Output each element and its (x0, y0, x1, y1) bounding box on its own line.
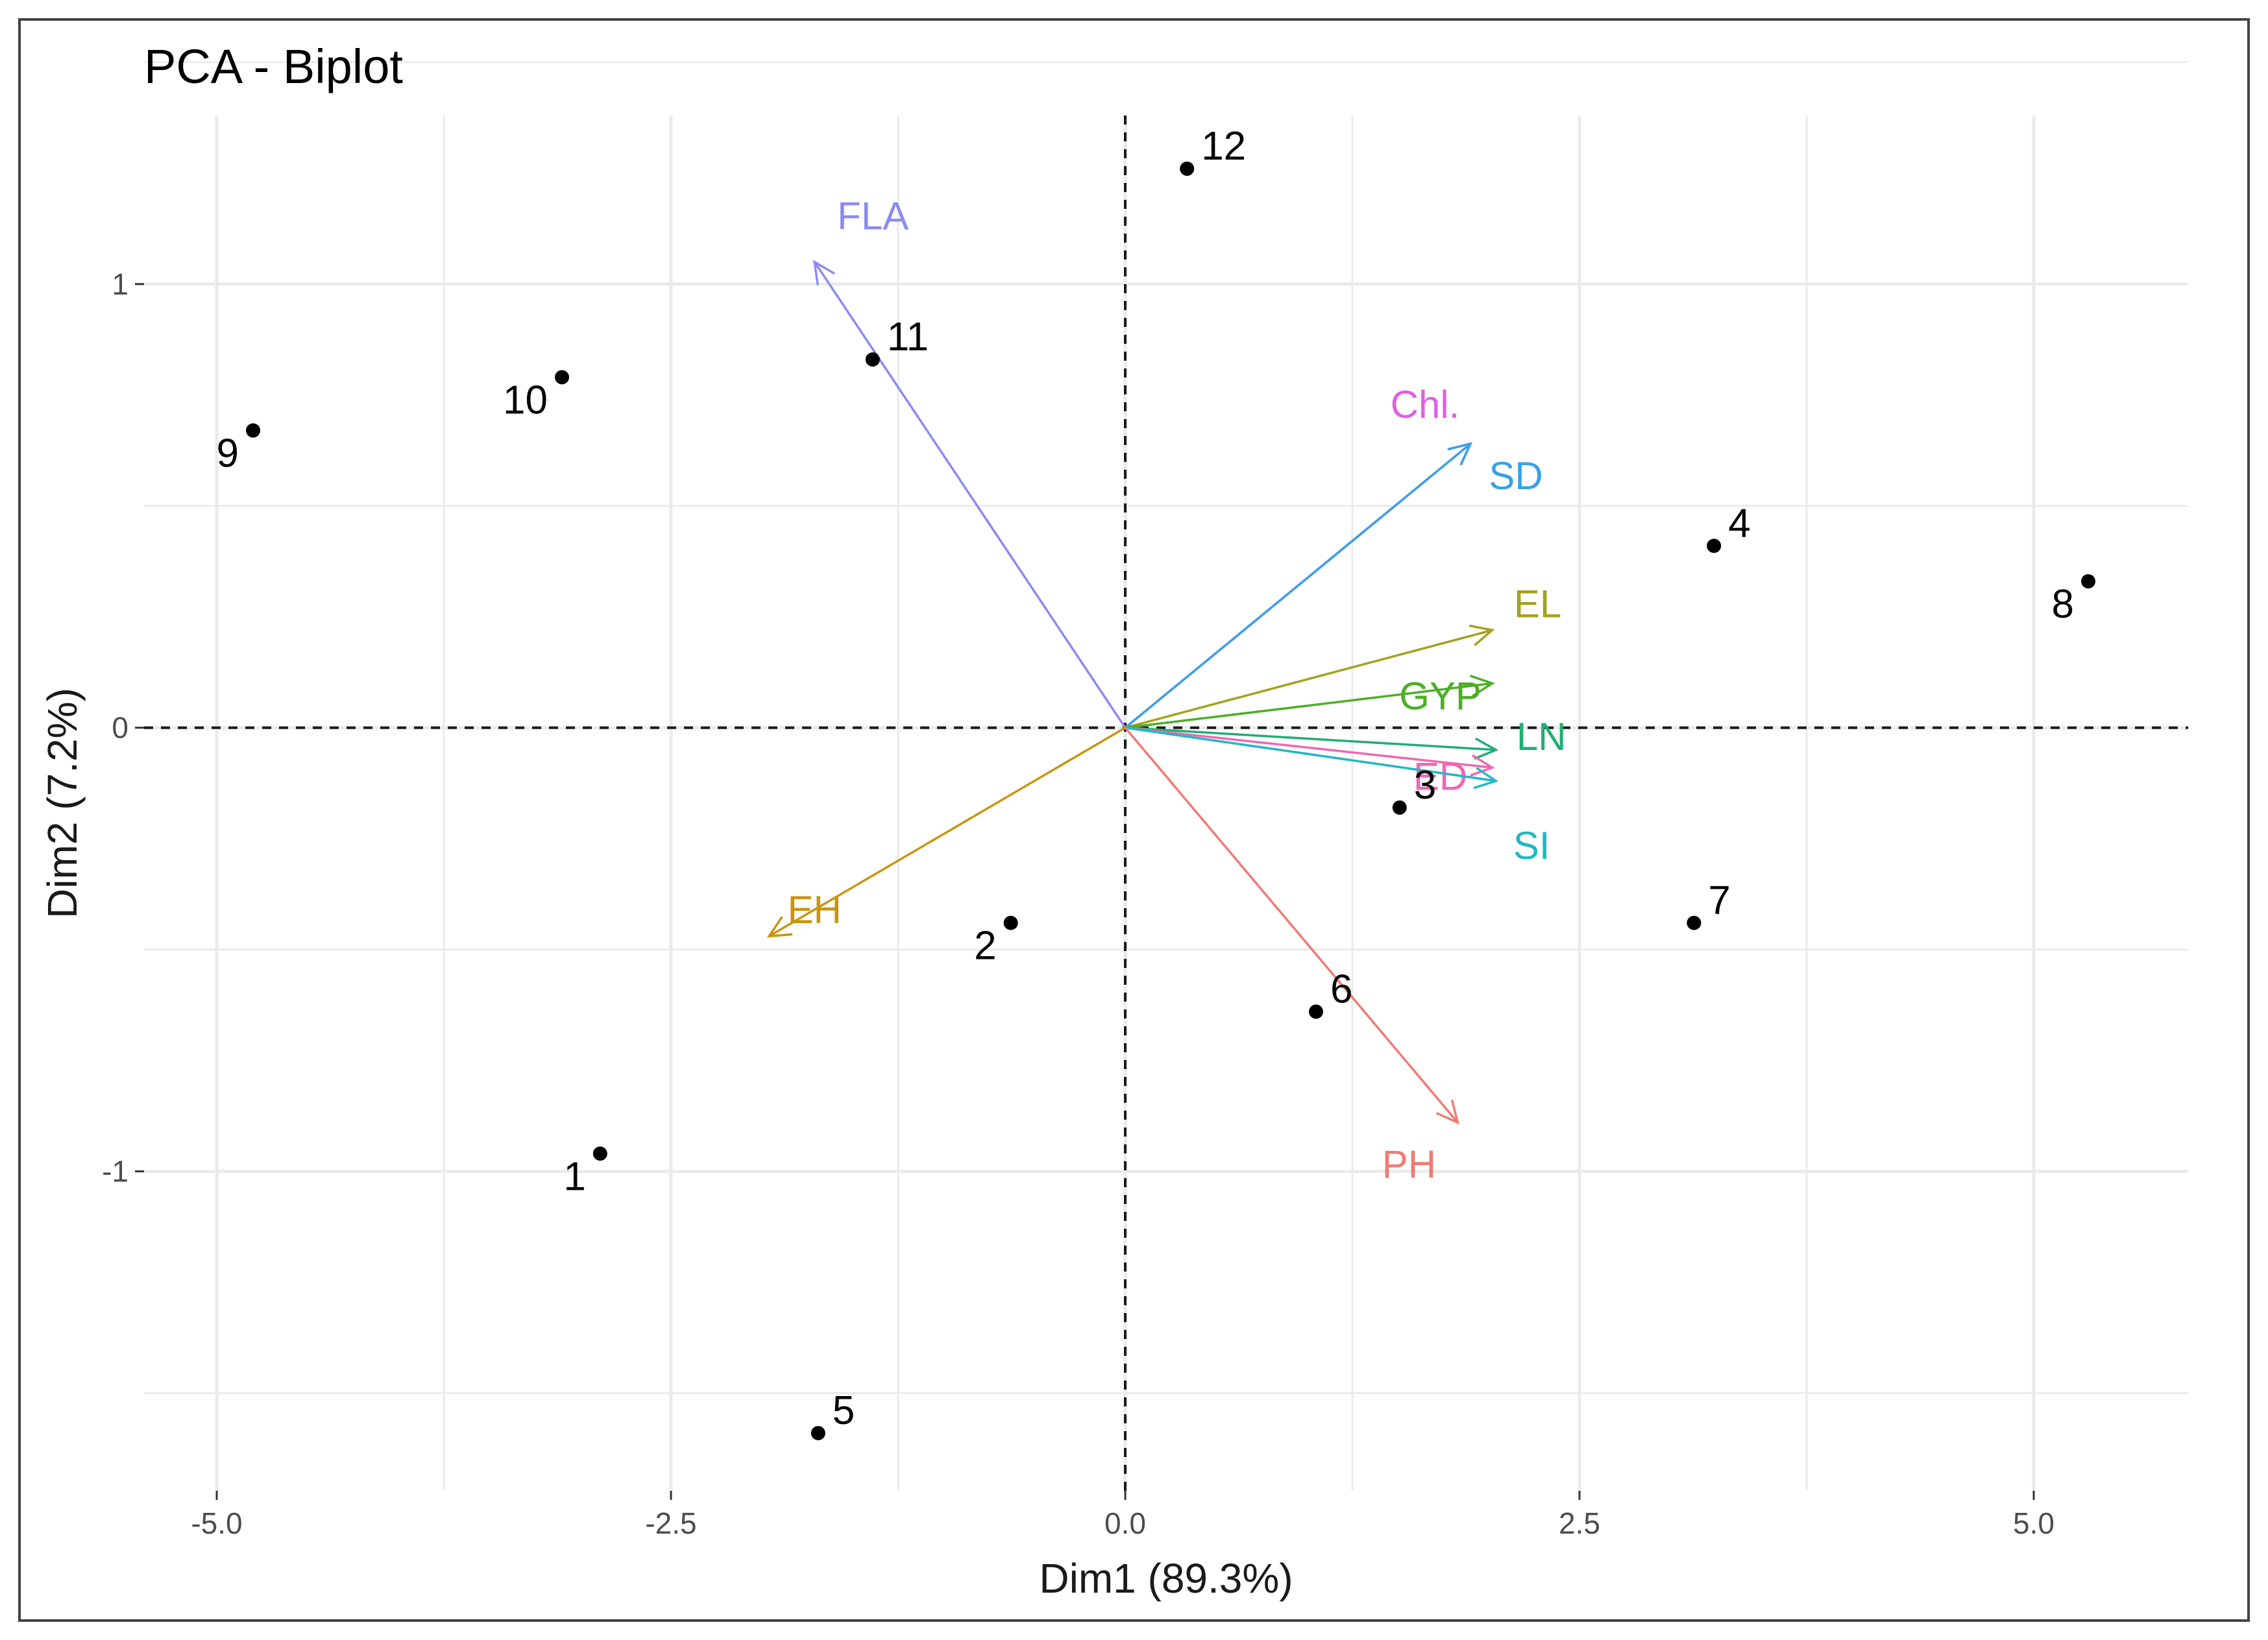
point-5 (811, 1426, 825, 1441)
arrow-si (1125, 727, 1496, 782)
arrowhead-eh (766, 916, 793, 938)
point-12 (1180, 162, 1195, 176)
arrow-ed (1125, 727, 1493, 769)
y-tick-label: -1 (102, 1155, 128, 1188)
x-tick-label: 5.0 (2013, 1506, 2055, 1540)
point-label-6: 6 (1330, 967, 1352, 1011)
y-tick-label: 1 (112, 267, 128, 301)
point-label-4: 4 (1728, 501, 1750, 546)
arrowhead-sd (1447, 442, 1473, 466)
point-label-8: 8 (2052, 582, 2074, 627)
point-10 (555, 370, 569, 385)
variable-label-el: EL (1514, 582, 1561, 625)
arrowhead-el (1469, 624, 1495, 647)
arrow-fla (813, 261, 1127, 729)
point-label-5: 5 (833, 1388, 855, 1433)
arrow-el (1125, 629, 1493, 729)
variable-label-fla: FLA (837, 195, 908, 238)
point-label-10: 10 (503, 378, 548, 422)
grid (144, 61, 2188, 1491)
arrow-eh (768, 727, 1126, 937)
variable-label-ph: PH (1382, 1142, 1436, 1186)
point-9 (246, 423, 260, 438)
arrowhead-si (1473, 767, 1499, 790)
point-label-3: 3 (1414, 763, 1436, 808)
variable-label-ln: LN (1517, 715, 1567, 758)
point-label-2: 2 (974, 924, 996, 969)
y-axis-label: Dim2 (7.2%) (39, 688, 86, 919)
point-label-11: 11 (887, 315, 929, 359)
variable-label-si: SI (1513, 824, 1550, 867)
point-3 (1392, 800, 1407, 815)
point-label-7: 7 (1708, 878, 1730, 923)
point-11 (865, 352, 880, 367)
variable-label-sd: SD (1489, 454, 1542, 498)
point-2 (1003, 915, 1018, 930)
point-1 (592, 1146, 607, 1161)
arrowhead-ed (1470, 754, 1495, 777)
point-label-12: 12 (1201, 124, 1246, 169)
axes: -5.0 -2.5 0.0 2.5 5.010-1 (102, 115, 2188, 1540)
point-6 (1309, 1004, 1323, 1019)
x-tick-label: -2.5 (645, 1506, 696, 1540)
point-label-9: 9 (217, 431, 239, 476)
arrowhead-ln (1474, 737, 1499, 760)
arrow-gyp (1125, 682, 1493, 729)
arrow-sd (1124, 442, 1472, 729)
point-label-1: 1 (563, 1154, 585, 1199)
point-4 (1707, 538, 1722, 553)
arrowhead-fla (812, 259, 836, 285)
chart-title: PCA - Biplot (144, 40, 403, 93)
arrowhead-gyp (1469, 675, 1495, 697)
variable-label-chl: Chl. (1391, 383, 1460, 426)
x-tick-label: -5.0 (191, 1506, 242, 1540)
x-tick-label: 0.0 (1104, 1506, 1146, 1540)
y-tick-label: 0 (112, 711, 128, 745)
x-tick-label: 2.5 (1559, 1506, 1600, 1540)
arrowhead-ph (1435, 1100, 1459, 1125)
point-7 (1687, 915, 1701, 930)
arrow-ph (1124, 727, 1459, 1124)
arrow-ln (1125, 726, 1496, 751)
variable-label-eh: EH (788, 888, 842, 932)
point-8 (2081, 574, 2095, 589)
variable-label-gyp: GYP (1399, 674, 1482, 718)
x-axis-label: Dim1 (89.3%) (1039, 1555, 1293, 1602)
